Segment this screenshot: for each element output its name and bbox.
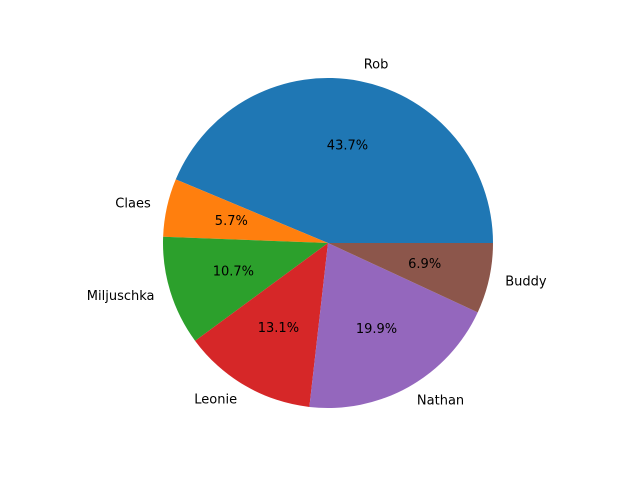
- pie-percent-label-claes: 5.7%: [215, 214, 248, 229]
- pie-label-rob: Rob: [364, 58, 389, 73]
- pie-category-labels: Rob Claes Miljuschka Leonie Nathan Buddy: [87, 58, 547, 409]
- pie-label-claes: Claes: [115, 196, 151, 211]
- pie-slice-leonie: [195, 243, 328, 407]
- pie-percent-label-rob: 43.7%: [327, 138, 368, 153]
- pie-label-nathan: Nathan: [417, 394, 464, 409]
- pie-percent-label-miljuschka: 10.7%: [213, 265, 254, 280]
- pie-label-leonie: Leonie: [194, 393, 237, 408]
- pie-label-buddy: Buddy: [505, 275, 547, 290]
- pie-slice-nathan: [309, 243, 478, 408]
- pie-label-miljuschka: Miljuschka: [87, 289, 155, 304]
- pie-percent-label-leonie: 13.1%: [258, 321, 299, 336]
- pie-slice-miljuschka: [163, 236, 328, 341]
- pie-slice-buddy: [328, 243, 493, 313]
- pie-percent-labels: 43.7% 5.7% 10.7% 13.1% 19.9% 6.9%: [213, 138, 441, 336]
- pie-slice-rob: [175, 77, 493, 243]
- pie-slice-claes: [163, 179, 328, 243]
- pie-percent-label-nathan: 19.9%: [356, 322, 397, 337]
- pie-percent-label-buddy: 6.9%: [408, 257, 441, 272]
- pie-slices: [163, 77, 493, 408]
